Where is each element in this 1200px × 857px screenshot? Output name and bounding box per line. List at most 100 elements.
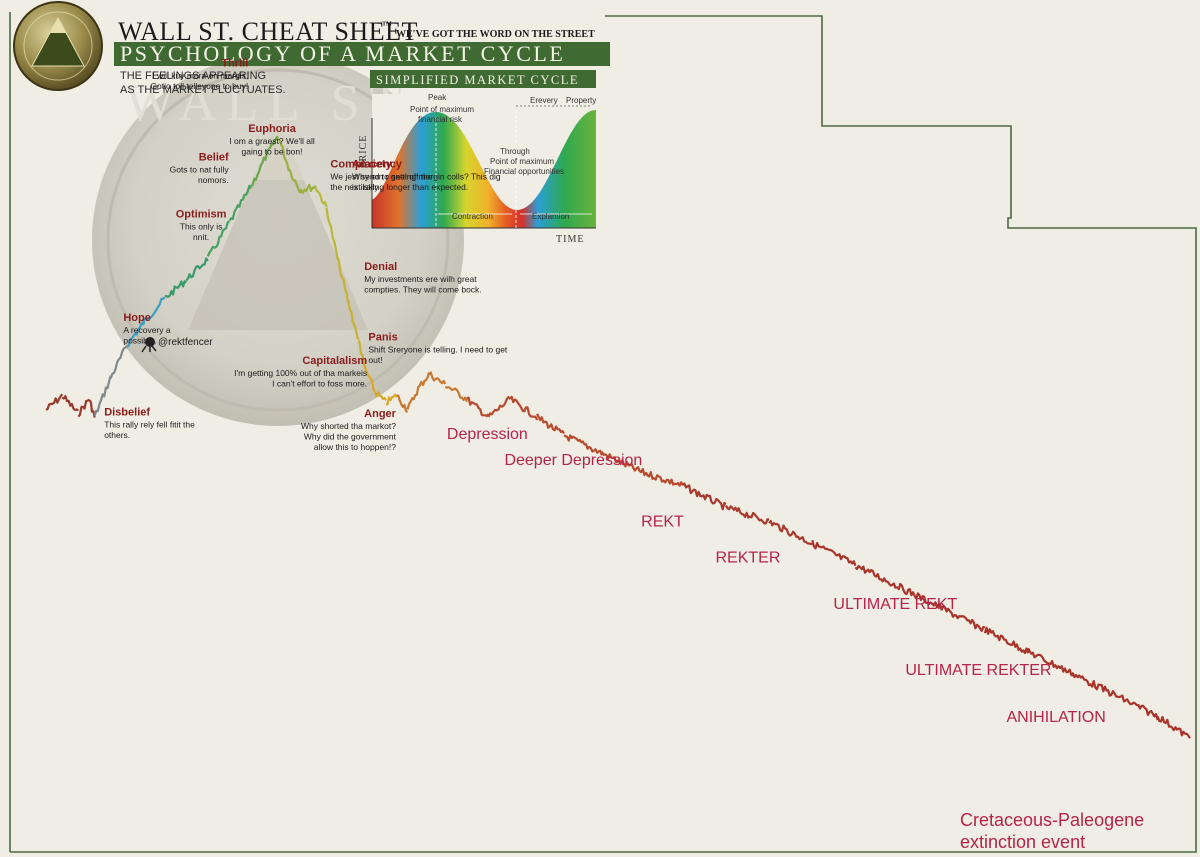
price-line-segment	[466, 396, 490, 418]
tagline: WE'VE GOT THE WORD ON THE STREET	[396, 29, 595, 40]
price-line-segment	[363, 364, 376, 393]
expansion-label: Explamion	[532, 212, 569, 221]
title-band	[114, 42, 610, 66]
price-line-segment	[563, 434, 603, 456]
phase-title: Complacency	[330, 159, 402, 171]
price-line-segment	[185, 257, 209, 282]
subtitle-line-2: AS THE MARKET FLUCTUATES.	[120, 84, 286, 96]
contraction-label: Contraction	[452, 212, 493, 221]
price-line-segment	[385, 393, 398, 406]
price-line-segment	[536, 413, 565, 435]
phase-title: Thrill	[221, 58, 248, 70]
price-axis-label: PRICE	[358, 135, 369, 168]
phase-title: Panis	[368, 332, 397, 344]
trough-label: Through	[500, 147, 530, 156]
price-line-segment	[983, 626, 1030, 655]
credit-handle: @rektfencer	[158, 337, 213, 348]
phase-note: We jest send to seel off the the next ral…	[330, 172, 432, 193]
subtitle-line-1: THE FEELINGS APPEARING	[120, 70, 266, 82]
price-line-segment	[142, 296, 166, 326]
phase-title: Euphoria	[248, 123, 297, 135]
brand-title: WALL ST. CHEAT SHEET	[118, 17, 418, 46]
price-line-segment	[1070, 672, 1116, 697]
trademark: ™	[382, 20, 392, 31]
phase-note: I om a graest? We'll all gaing to be bon!	[229, 136, 315, 157]
price-line-segment	[88, 399, 96, 418]
price-line-segment	[206, 220, 230, 257]
price-line-segment	[724, 504, 770, 525]
credit-tag: @rektfencer	[141, 337, 213, 353]
price-line-segment	[164, 280, 188, 298]
recovery-label: Erevery	[530, 96, 558, 105]
phase-note: My investments ere wilh great compties. T…	[364, 274, 481, 295]
trough-note-1: Point of maximum	[490, 157, 554, 166]
time-axis-label: TIME	[556, 234, 584, 245]
price-line-segment	[897, 582, 943, 611]
price-line-segment	[374, 391, 387, 401]
price-line-segment	[314, 187, 328, 208]
phase-title: Denial	[364, 261, 397, 273]
phase-note: This only is nnit.	[180, 221, 223, 242]
price-line-segment	[1156, 715, 1191, 739]
price-line-segment	[417, 372, 431, 388]
phase-title: Belief	[199, 152, 229, 164]
phase-note: This rally rely fell fitit the others.	[104, 420, 195, 441]
price-line-segment	[768, 520, 813, 546]
price-line-segment	[93, 375, 112, 417]
phase-note: Gots to nat fully nomors.	[170, 165, 230, 186]
price-line-segment	[347, 299, 360, 341]
decline-stage-labels: Depression Deeper Depression REKT REKTER ULT…	[447, 426, 1144, 852]
phase-title: Disbelief	[104, 407, 150, 419]
seal-logo	[13, 1, 103, 91]
price-line-segment	[228, 184, 253, 222]
price-line-segment	[600, 451, 641, 472]
phase-note: A recovery a possible.	[123, 325, 171, 346]
peak-label: Peak	[428, 93, 447, 102]
price-line-segment	[487, 396, 511, 418]
stage-label: ULTIMATE REKTER	[905, 662, 1051, 679]
price-line-segment	[444, 385, 468, 403]
frame-border	[9, 12, 1197, 853]
price-line-segment	[277, 138, 290, 172]
stage-label: Cretaceous-Paleogene extinction event	[960, 810, 1144, 852]
price-line-segment	[396, 394, 409, 414]
price-line-segment	[406, 386, 420, 410]
price-line-segment	[1027, 647, 1073, 676]
phase-title: Capitalalism	[302, 355, 367, 367]
price-line-segment	[266, 135, 279, 152]
stage-label: REKTER	[716, 550, 781, 567]
price-line-segment	[682, 482, 727, 511]
price-line-segment	[77, 398, 90, 418]
stage-label: ANIHILATION	[1006, 709, 1105, 726]
phase-note: Why shorted tha markot? Why did the gover…	[301, 421, 397, 452]
prosperity-label: Property	[566, 96, 596, 105]
price-line-segment	[638, 467, 684, 487]
phase-title: Anxiety	[352, 158, 393, 170]
price-line-segment	[854, 564, 900, 590]
stage-label: Deeper Depression	[504, 452, 642, 469]
phase-note: Why em r gatting morgin colls? This dig i…	[352, 171, 501, 192]
price-line-segment	[509, 395, 539, 421]
price-line-segment	[250, 150, 269, 187]
simplified-cycle-inset: SIMPLIFIED MARKET CYCLE Peak Point of ma…	[358, 70, 596, 245]
phase-title: Hope	[123, 312, 151, 324]
stage-label: ULTIMATE REKT	[833, 596, 957, 613]
simplified-title: SIMPLIFIED MARKET CYCLE	[376, 73, 579, 87]
price-line-segment	[811, 539, 857, 567]
price-line-segment	[126, 320, 145, 348]
stage-label: REKT	[641, 514, 684, 531]
price-line-segment	[1113, 692, 1159, 721]
